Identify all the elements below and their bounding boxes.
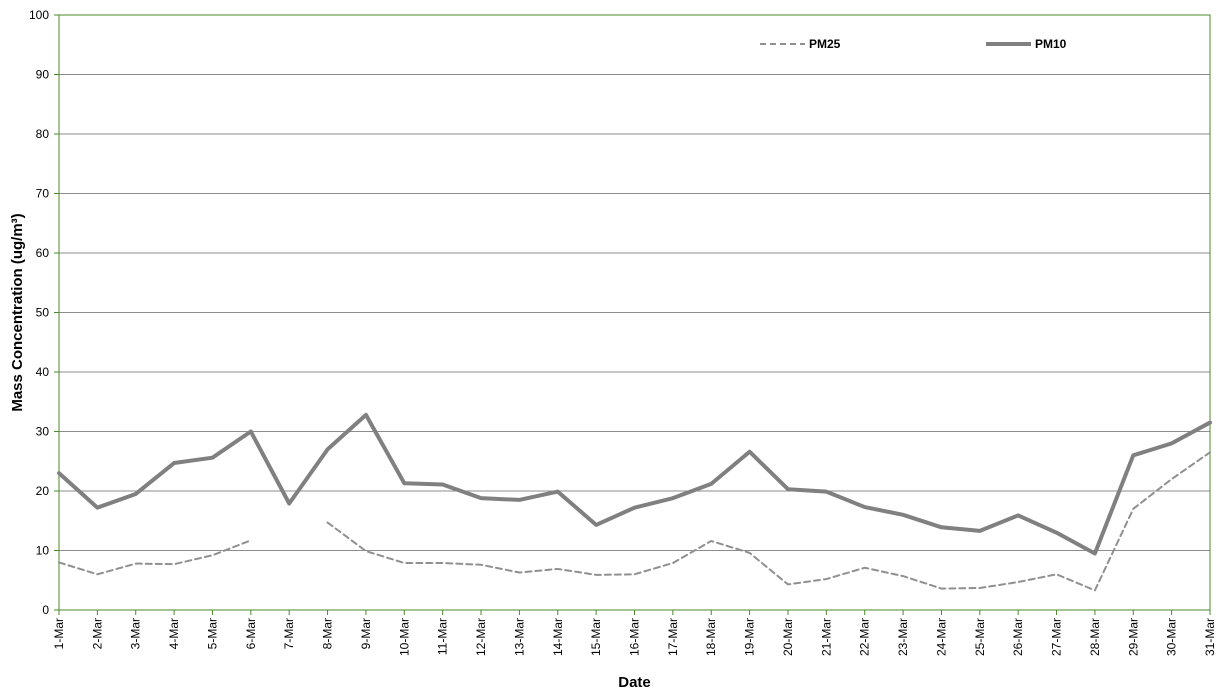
legend: PM25 PM10 xyxy=(760,37,1067,51)
x-tick-label: 2-Mar xyxy=(90,618,104,649)
y-axis-title: Mass Concentration (ug/m³) xyxy=(9,213,26,411)
x-tick-label: 4-Mar xyxy=(167,618,181,649)
x-tick-label: 7-Mar xyxy=(282,618,296,649)
y-tick-label: 80 xyxy=(36,127,50,141)
x-tick-label: 17-Mar xyxy=(666,618,680,656)
x-tick-label: 28-Mar xyxy=(1088,618,1102,656)
x-tick-label: 18-Mar xyxy=(704,618,718,656)
x-tick-label: 13-Mar xyxy=(512,618,526,656)
series-group xyxy=(57,412,1212,592)
series-line-pm25 xyxy=(58,451,1211,592)
y-tick-label: 20 xyxy=(36,484,50,498)
y-tick-label: 10 xyxy=(36,544,50,558)
x-tick-label: 11-Mar xyxy=(436,618,450,655)
x-tick-label: 20-Mar xyxy=(781,618,795,656)
x-tick-label: 27-Mar xyxy=(1050,618,1064,656)
x-tick-label: 9-Mar xyxy=(359,618,373,649)
x-tick-label: 15-Mar xyxy=(589,618,603,656)
x-tick-label: 25-Mar xyxy=(973,618,987,656)
y-tick-label: 30 xyxy=(36,425,50,439)
grid-lines xyxy=(59,14,1210,551)
x-tick-label: 10-Mar xyxy=(397,618,411,656)
x-tick-label: 30-Mar xyxy=(1165,618,1179,656)
x-tick-label: 14-Mar xyxy=(551,618,565,656)
x-tick-label: 21-Mar xyxy=(819,618,833,656)
x-tick-label: 24-Mar xyxy=(934,618,948,656)
y-tick-label: 60 xyxy=(36,246,50,260)
y-tick-label: 50 xyxy=(36,306,50,320)
legend-label-pm10: PM10 xyxy=(1035,37,1067,51)
x-tick-label: 26-Mar xyxy=(1011,618,1025,656)
x-tick-label: 6-Mar xyxy=(244,618,258,649)
x-tick-label: 16-Mar xyxy=(628,618,642,656)
y-tick-label: 70 xyxy=(36,187,50,201)
legend-label-pm25: PM25 xyxy=(809,37,841,51)
axes: 0 10 20 30 40 50 60 70 80 90 100 1-Mar 2-Mar 3-Mar 4-M… xyxy=(29,8,1217,656)
y-tick-label: 0 xyxy=(42,603,49,617)
y-tick-label: 40 xyxy=(36,365,50,379)
y-tick-label: 90 xyxy=(36,68,50,82)
x-tick-label: 19-Mar xyxy=(743,618,757,656)
x-tick-label: 23-Mar xyxy=(896,618,910,656)
series-line-pm10 xyxy=(57,412,1212,556)
x-axis-title: Date xyxy=(618,674,651,691)
x-tick-label: 12-Mar xyxy=(474,618,488,656)
x-tick-label: 8-Mar xyxy=(321,618,335,649)
x-tick-label: 29-Mar xyxy=(1126,618,1140,656)
x-tick-label: 3-Mar xyxy=(129,618,143,649)
y-tick-label: 100 xyxy=(29,8,49,22)
x-tick-label: 31-Mar xyxy=(1203,618,1217,656)
x-tick-label: 5-Mar xyxy=(205,618,219,649)
x-tick-label: 1-Mar xyxy=(52,618,66,649)
x-tick-label: 22-Mar xyxy=(858,618,872,656)
